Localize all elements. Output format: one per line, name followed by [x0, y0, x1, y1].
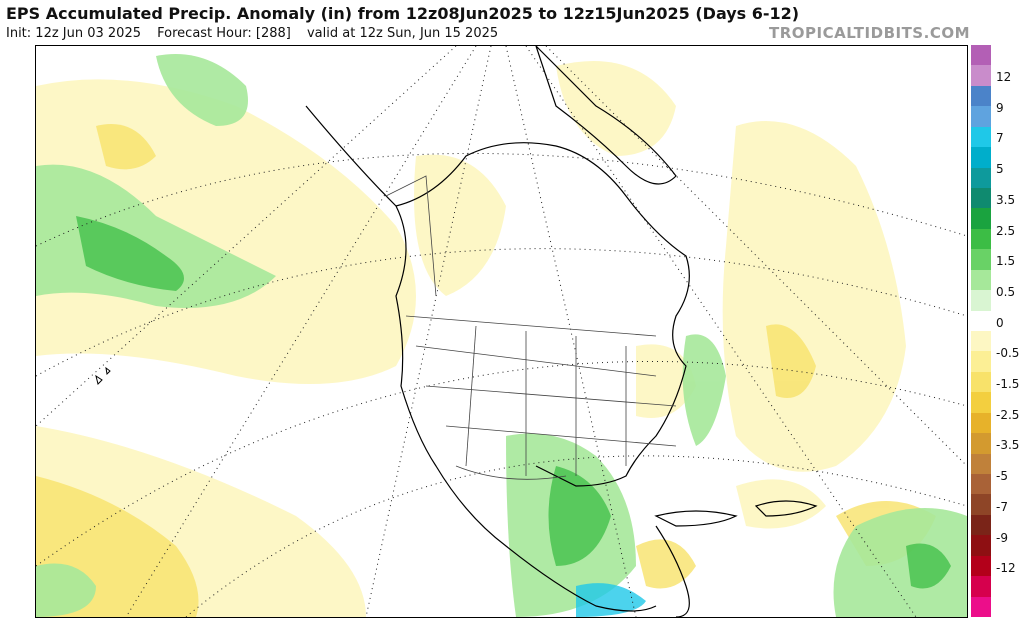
colorbar [971, 45, 991, 618]
colorbar-segment [971, 576, 991, 598]
chart-title: EPS Accumulated Precip. Anomaly (in) fro… [6, 4, 800, 23]
colorbar-segment [971, 249, 991, 271]
colorbar-tick-label: 2.5 [996, 223, 1016, 238]
colorbar-tick-label: -5 [996, 469, 1008, 484]
colorbar-segment [971, 474, 991, 495]
colorbar-tick-label: -1.5 [996, 377, 1020, 391]
very-wet-anomaly [576, 583, 646, 617]
colorbar-segment [971, 331, 991, 352]
colorbar-tick-label: -12 [996, 561, 1016, 576]
colorbar-segment [971, 535, 991, 557]
colorbar-segment [971, 228, 991, 250]
colorbar-segment [971, 188, 991, 209]
brand-watermark: TROPICALTIDBITS.COM [769, 24, 970, 42]
colorbar-segment [971, 351, 991, 373]
colorbar-segment [971, 269, 991, 291]
forecast-hour: Forecast Hour: [288] [157, 26, 291, 41]
colorbar-segment [971, 412, 991, 434]
colorbar-segment [971, 310, 991, 332]
colorbar-tick-label: -9 [996, 530, 1008, 545]
colorbar-segment [971, 147, 991, 169]
colorbar-segment [971, 433, 991, 455]
colorbar-tick-label: -3.5 [996, 438, 1020, 453]
run-info: Init: 12z Jun 03 2025 Forecast Hour: [28… [6, 26, 510, 41]
colorbar-segment [971, 85, 991, 107]
precip-anomaly-map [36, 46, 967, 617]
colorbar-tick-label: 0.5 [996, 284, 1016, 299]
hawaii-islands [95, 366, 111, 385]
political-borders [385, 175, 677, 480]
colorbar-segment [971, 555, 991, 577]
colorbar-tick-label: -0.5 [996, 346, 1020, 361]
map-panel [35, 45, 968, 618]
colorbar-segment [971, 45, 991, 66]
colorbar-segment [971, 106, 991, 128]
colorbar-segment [971, 453, 991, 475]
graticule [36, 46, 967, 617]
colorbar-tick-label: 5 [996, 162, 1004, 177]
colorbar-segment [971, 65, 991, 87]
colorbar-segment [971, 392, 991, 414]
colorbar-segment [971, 494, 991, 516]
colorbar-tick-label: 1.5 [996, 254, 1016, 269]
colorbar-tick-label: -7 [996, 499, 1008, 514]
colorbar-tick-label: 12 [996, 70, 1012, 84]
colorbar-tick-label: 3.5 [996, 192, 1016, 207]
wet-anomaly-strong [76, 216, 951, 589]
valid-time: valid at 12z Sun, Jun 15 2025 [306, 26, 499, 41]
colorbar-tick-label: 7 [996, 131, 1004, 146]
colorbar-segment [971, 596, 991, 618]
colorbar-segment [971, 167, 991, 189]
colorbar-segment [971, 208, 991, 230]
colorbar-tick-label: 9 [996, 100, 1004, 115]
colorbar-segment [971, 371, 991, 393]
coastlines [305, 46, 818, 617]
init-time: Init: 12z Jun 03 2025 [6, 26, 141, 41]
colorbar-segment [971, 514, 991, 536]
colorbar-segment [971, 126, 991, 148]
colorbar-segment [971, 290, 991, 312]
colorbar-tick-label: 0 [996, 315, 1004, 330]
colorbar-tick-label: -2.5 [996, 407, 1020, 422]
